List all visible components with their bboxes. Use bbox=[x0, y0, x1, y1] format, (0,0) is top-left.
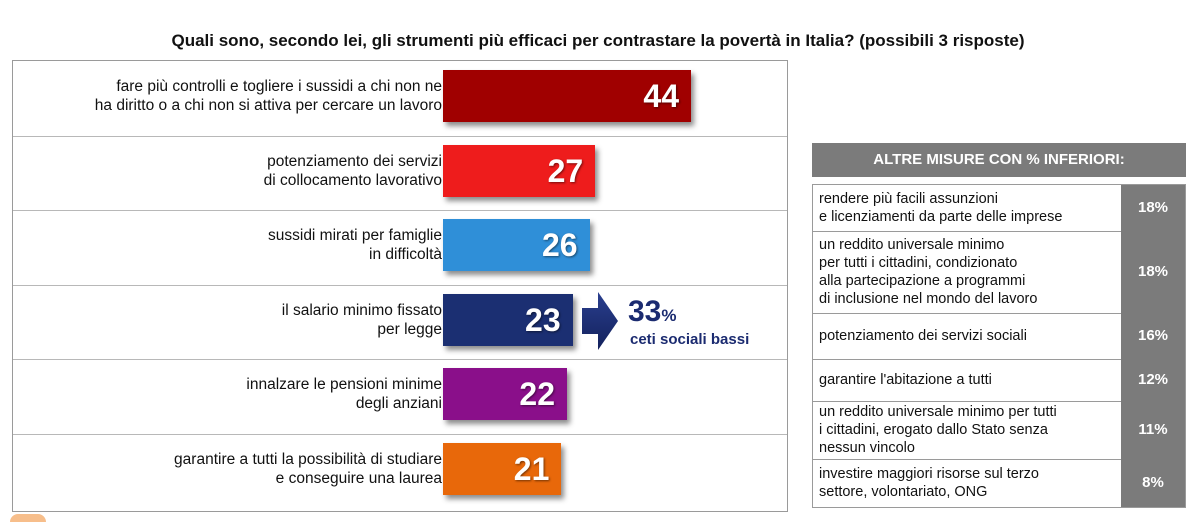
bar-value-label: 23 bbox=[525, 301, 561, 338]
side-table-label: garantire l'abitazione a tutti bbox=[819, 371, 1119, 389]
category-label: innalzare le pensioni minime degli anzian… bbox=[22, 375, 442, 413]
annotation-number: 33 bbox=[628, 295, 662, 328]
side-table-value: 12% bbox=[1121, 359, 1185, 401]
side-table-value: 16% bbox=[1121, 313, 1185, 359]
category-label: garantire a tutti la possibilità di stud… bbox=[22, 450, 442, 488]
annotation-text: ceti sociali bassi bbox=[630, 331, 750, 348]
side-table: rendere più facili assunzioni e licenziam… bbox=[812, 184, 1186, 508]
side-table-row: potenziamento dei servizi sociali 16% bbox=[813, 313, 1185, 359]
side-table-label-line: investire maggiori risorse sul terzo bbox=[819, 466, 1039, 482]
side-table-header: ALTRE MISURE CON % INFERIORI: bbox=[812, 143, 1186, 177]
side-table-value: 8% bbox=[1121, 459, 1185, 507]
category-label-line: ha diritto o a chi non si attiva per cer… bbox=[94, 97, 442, 115]
row-separator bbox=[13, 284, 787, 286]
side-table-label-line: e licenziamenti da parte delle imprese bbox=[819, 209, 1063, 225]
side-table-separator bbox=[813, 313, 1185, 314]
bar-row: fare più controlli e togliere i sussidi … bbox=[13, 61, 787, 135]
bar: 22 bbox=[443, 368, 567, 421]
row-separator bbox=[13, 433, 787, 435]
side-table-label: potenziamento dei servizi sociali bbox=[819, 327, 1119, 345]
side-table-row: garantire l'abitazione a tutti 12% bbox=[813, 359, 1185, 401]
side-table-label: un reddito universale minimo per tutti i … bbox=[819, 236, 1119, 308]
bar-row: sussidi mirati per famiglie in difficoltà… bbox=[13, 210, 787, 284]
side-table-label-line: un reddito universale minimo per tutti bbox=[819, 404, 1057, 420]
annotation-value: 33% bbox=[628, 295, 677, 329]
category-label-line: per legge bbox=[377, 320, 442, 338]
category-label: il salario minimo fissato per legge bbox=[22, 301, 442, 339]
bar-row: potenziamento dei servizi di collocamento… bbox=[13, 136, 787, 210]
category-label-line: degli anziani bbox=[355, 395, 442, 413]
bar-chart-panel: fare più controlli e togliere i sussidi … bbox=[12, 60, 788, 512]
row-separator bbox=[13, 359, 787, 360]
category-label: sussidi mirati per famiglie in difficoltà bbox=[22, 226, 442, 264]
side-table-label-line: i cittadini, erogato dallo Stato senza bbox=[819, 422, 1048, 438]
category-label-line: sussidi mirati per famiglie bbox=[268, 227, 442, 245]
side-table-row: rendere più facili assunzioni e licenziam… bbox=[813, 185, 1185, 231]
side-table-label: investire maggiori risorse sul terzo sett… bbox=[819, 465, 1119, 501]
side-table-separator bbox=[813, 359, 1185, 360]
bar-row: innalzare le pensioni minime degli anzian… bbox=[13, 359, 787, 433]
arrow-right-icon bbox=[582, 292, 618, 350]
side-table-label-line: per tutti i cittadini, condizionato bbox=[819, 255, 1018, 271]
side-table-label-line: nessun vincolo bbox=[819, 440, 915, 456]
bar-value-label: 26 bbox=[541, 227, 578, 264]
bar-value-label: 44 bbox=[643, 78, 679, 115]
category-label: potenziamento dei servizi di collocamento… bbox=[22, 152, 442, 190]
bar-value-label: 21 bbox=[513, 450, 550, 487]
bar: 27 bbox=[443, 144, 596, 197]
side-table-separator bbox=[813, 401, 1185, 402]
category-label-line: garantire a tutti la possibilità di stud… bbox=[174, 450, 442, 468]
category-label-line: potenziamento dei servizi bbox=[267, 152, 442, 170]
side-table-value: 11% bbox=[1121, 401, 1185, 459]
bar-value-label: 22 bbox=[519, 376, 555, 413]
bar: 21 bbox=[443, 442, 562, 495]
side-table-label-line: settore, volontariato, ONG bbox=[819, 484, 988, 500]
side-table-label: un reddito universale minimo per tutti i … bbox=[819, 403, 1119, 457]
category-label-line: e conseguire una laurea bbox=[275, 469, 442, 487]
side-table-row: investire maggiori risorse sul terzo sett… bbox=[813, 459, 1185, 507]
annotation-unit: % bbox=[661, 306, 677, 325]
bar: 26 bbox=[443, 219, 590, 272]
side-table-row: un reddito universale minimo per tutti i … bbox=[813, 231, 1185, 313]
category-label-line: fare più controlli e togliere i sussidi … bbox=[116, 78, 442, 96]
bar-value-label: 27 bbox=[547, 152, 584, 189]
bar: 23 bbox=[443, 293, 573, 346]
bar: 44 bbox=[443, 70, 691, 123]
category-label-line: di collocamento lavorativo bbox=[263, 171, 442, 189]
side-table-label-line: rendere più facili assunzioni bbox=[819, 191, 998, 207]
row-separator bbox=[13, 135, 787, 137]
side-table-separator bbox=[813, 231, 1185, 232]
side-table-label-line: garantire l'abitazione a tutti bbox=[819, 372, 992, 388]
category-label-line: il salario minimo fissato bbox=[281, 301, 442, 319]
row-separator bbox=[13, 210, 787, 211]
side-table-label-line: alla partecipazione a programmi bbox=[819, 273, 1026, 289]
side-table-label-line: di inclusione nel mondo del lavoro bbox=[819, 291, 1038, 307]
side-table-separator bbox=[813, 459, 1185, 460]
side-table-label-line: un reddito universale minimo bbox=[819, 237, 1005, 253]
chart-title: Quali sono, secondo lei, gli strumenti p… bbox=[171, 31, 1025, 50]
logo-fragment bbox=[10, 514, 46, 522]
bar-row: il salario minimo fissato per legge 23 bbox=[13, 285, 787, 359]
category-label: fare più controlli e togliere i sussidi … bbox=[22, 77, 442, 115]
bar-row: garantire a tutti la possibilità di stud… bbox=[13, 434, 787, 508]
category-label-line: innalzare le pensioni minime bbox=[246, 376, 442, 394]
category-label-line: in difficoltà bbox=[369, 246, 442, 264]
side-table-label: rendere più facili assunzioni e licenziam… bbox=[819, 190, 1119, 226]
side-table-value: 18% bbox=[1121, 231, 1185, 313]
side-table-label-line: potenziamento dei servizi sociali bbox=[819, 328, 1027, 344]
side-table-row: un reddito universale minimo per tutti i … bbox=[813, 401, 1185, 459]
side-table-value: 18% bbox=[1121, 185, 1185, 231]
